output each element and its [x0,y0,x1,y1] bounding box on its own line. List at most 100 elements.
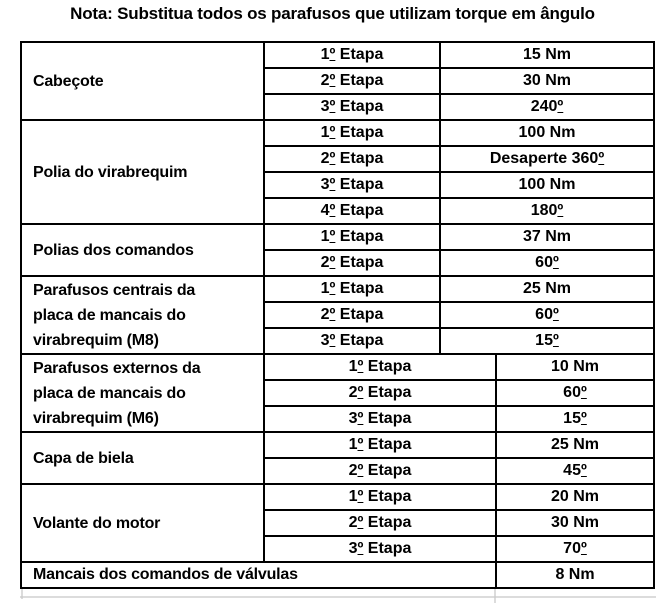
ordinal-indicator: º [598,150,605,167]
ordinal-indicator: º [580,384,587,401]
value-cell: 20 Nm [495,485,653,509]
ordinal-indicator: º [580,540,587,557]
stage-rows: 1º Etapa 100 Nm 2º Etapa Desaperte 360º … [263,121,653,223]
table-row: 3º Etapa 240º [263,93,653,119]
stage-cell: 1º Etapa [263,43,439,67]
table-row: 2º Etapa 30 Nm [263,67,653,93]
ordinal-indicator: º [357,488,364,505]
section-polia-virabrequim: Polia do virabrequim 1º Etapa 100 Nm 2º … [22,119,653,223]
value-cell: 10 Nm [495,355,653,379]
value-cell: 60º [439,251,653,275]
table-row: 3º Etapa 15º [263,405,653,431]
ordinal-indicator: º [552,332,559,349]
table-row: 2º Etapa 60º [263,379,653,405]
component-label: Volante do motor [33,514,161,532]
value-cell: 15 Nm [439,43,653,67]
stage-cell: 2º Etapa [263,511,495,535]
table-row: 1º Etapa 37 Nm [263,225,653,249]
section-polias-comandos: Polias dos comandos 1º Etapa 37 Nm 2º Et… [22,223,653,275]
ordinal-indicator: º [329,124,336,141]
table-row: 2º Etapa 60º [263,249,653,275]
section-cabecote: Cabeçote 1º Etapa 15 Nm 2º Etapa 30 Nm 3… [22,43,653,119]
ordinal-indicator: º [329,280,336,297]
ordinal-indicator: º [557,202,564,219]
component-label: Mancais dos comandos de válvulas [33,566,298,583]
ordinal-indicator: º [357,436,364,453]
ordinal-indicator: º [329,98,336,115]
value-cell: 60º [439,303,653,327]
ordinal-indicator: º [329,176,336,193]
ordinal-indicator: º [552,306,559,323]
component-label: Polia do virabrequim [33,163,188,181]
table-row: 1º Etapa 100 Nm [263,121,653,145]
value-cell: 240º [439,95,653,119]
stage-rows: 1º Etapa 37 Nm 2º Etapa 60º [263,225,653,275]
table-row: 3º Etapa 100 Nm [263,171,653,197]
table-row: 2º Etapa 60º [263,301,653,327]
note-title: Nota: Substitua todos os parafusos que u… [70,4,595,23]
section-volante-do-motor: Volante do motor 1º Etapa 20 Nm 2º Etapa… [22,483,653,561]
component-label: Parafusos centrais da placa de mancais d… [33,281,196,349]
stage-cell: 1º Etapa [263,433,495,457]
stage-rows: 1º Etapa 10 Nm 2º Etapa 60º 3º Etapa 15º [263,355,653,431]
ordinal-indicator: º [357,358,364,375]
scan-artifact-line [21,589,23,599]
ordinal-indicator: º [329,202,336,219]
section-capa-de-biela: Capa de biela 1º Etapa 25 Nm 2º Etapa 45… [22,431,653,483]
stage-cell: 2º Etapa [263,381,495,405]
stage-cell: 3º Etapa [263,95,439,119]
component-label: Polias dos comandos [33,241,194,259]
ordinal-indicator: º [357,384,364,401]
stage-cell: 1º Etapa [263,355,495,379]
scan-artifact-line [20,596,656,598]
table-row: 1º Etapa 25 Nm [263,277,653,301]
value-cell: 100 Nm [439,121,653,145]
stage-rows: 1º Etapa 15 Nm 2º Etapa 30 Nm 3º Etapa 2… [263,43,653,119]
component-label: Cabeçote [33,72,104,90]
section-parafusos-centrais-m8: Parafusos centrais da placa de mancais d… [22,275,653,353]
value-cell: 30 Nm [495,511,653,535]
stage-cell: 1º Etapa [263,485,495,509]
stage-cell: 3º Etapa [263,173,439,197]
section-mancais-comandos-valvulas: Mancais dos comandos de válvulas 8 Nm [22,561,653,587]
value-cell: Desaperte 360º [439,147,653,171]
stage-cell: 3º Etapa [263,537,495,561]
table-row: 1º Etapa 15 Nm [263,43,653,67]
stage-cell: 2º Etapa [263,459,495,483]
stage-cell: 1º Etapa [263,225,439,249]
table-row: 1º Etapa 25 Nm [263,433,653,457]
value-cell: 100 Nm [439,173,653,197]
ordinal-indicator: º [557,98,564,115]
ordinal-indicator: º [357,514,364,531]
value-cell: 180º [439,199,653,223]
stage-cell: 1º Etapa [263,277,439,301]
stage-cell: 2º Etapa [263,303,439,327]
stage-cell: 3º Etapa [263,407,495,431]
value-cell: 8 Nm [495,563,653,587]
table-row: 2º Etapa 45º [263,457,653,483]
section-parafusos-externos-m6: Parafusos externos da placa de mancais d… [22,353,653,431]
stage-cell: 2º Etapa [263,251,439,275]
stage-cell: 3º Etapa [263,329,439,353]
value-cell: 45º [495,459,653,483]
stage-rows: 1º Etapa 25 Nm 2º Etapa 60º 3º Etapa 15º [263,277,653,353]
ordinal-indicator: º [357,410,364,427]
table-row: 1º Etapa 10 Nm [263,355,653,379]
ordinal-indicator: º [357,540,364,557]
table-row: 2º Etapa Desaperte 360º [263,145,653,171]
torque-spec-table: Cabeçote 1º Etapa 15 Nm 2º Etapa 30 Nm 3… [20,41,655,589]
ordinal-indicator: º [329,332,336,349]
stage-cell: 4º Etapa [263,199,439,223]
table-row: 2º Etapa 30 Nm [263,509,653,535]
ordinal-indicator: º [329,150,336,167]
value-cell: 70º [495,537,653,561]
table-row: 4º Etapa 180º [263,197,653,223]
table-row: 1º Etapa 20 Nm [263,485,653,509]
value-cell: 60º [495,381,653,405]
ordinal-indicator: º [329,254,336,271]
component-label: Parafusos externos da placa de mancais d… [33,359,201,427]
scan-artifact-line [494,589,496,603]
value-cell: 30 Nm [439,69,653,93]
value-cell: 25 Nm [439,277,653,301]
ordinal-indicator: º [580,462,587,479]
